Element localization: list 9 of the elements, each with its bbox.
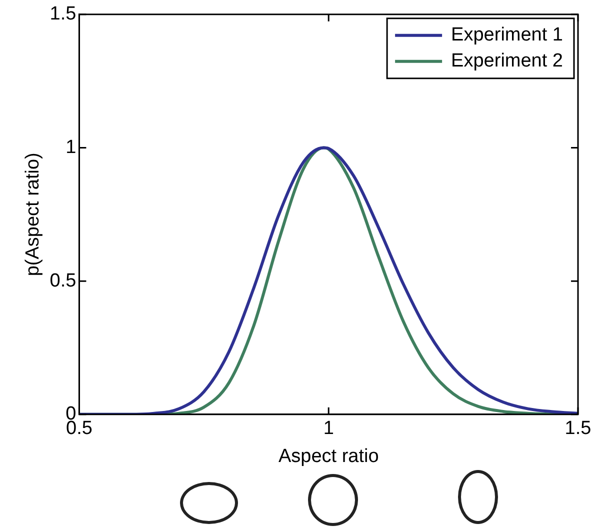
y-tick-label: 1.5 xyxy=(50,4,76,25)
x-tick-label: 1.5 xyxy=(564,418,592,440)
x-axis-title: Aspect ratio xyxy=(278,446,379,467)
legend-label: Experiment 1 xyxy=(451,24,564,46)
x-tick-label: 1 xyxy=(323,418,334,440)
y-tick-label: 1 xyxy=(66,136,76,158)
legend-label: Experiment 2 xyxy=(451,50,564,72)
y-tick-label: 0.5 xyxy=(50,270,76,292)
y-axis-title: p(Aspect ratio) xyxy=(22,152,44,276)
